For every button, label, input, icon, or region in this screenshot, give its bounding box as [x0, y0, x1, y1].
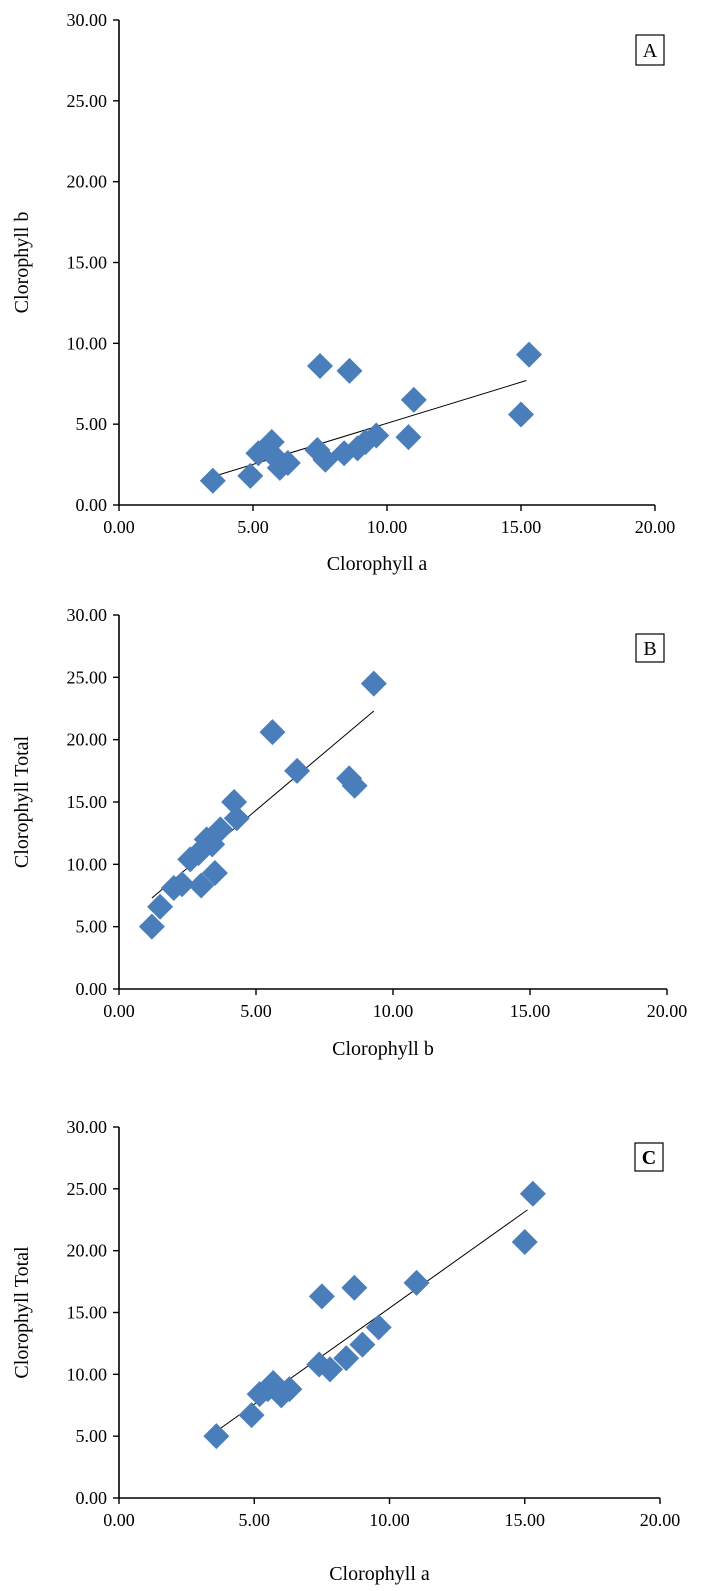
- chart-c-y-tick-label: 25.00: [67, 1179, 108, 1199]
- chart-a-data-point: [237, 462, 264, 489]
- chart-a-panel-label-box: [635, 34, 665, 66]
- chart-c-data-point: [203, 1423, 230, 1450]
- chart-a-x-tick-label: 15.00: [501, 517, 542, 537]
- chart-b-data-point: [341, 772, 368, 799]
- chart-a-y-tick-label: 25.00: [67, 91, 108, 111]
- chart-b-y-tick-label: 10.00: [67, 854, 108, 874]
- chart-b-data-point: [223, 805, 250, 832]
- chart-a-y-tick-label: 0.00: [76, 495, 108, 515]
- chart-b-y-axis-title: Clorophyll Total: [11, 736, 33, 869]
- chart-c-y-tick-label: 15.00: [67, 1303, 108, 1323]
- chart-b-data-point: [259, 719, 286, 746]
- chart-b-data-point: [284, 757, 311, 784]
- chart-a-data-point: [508, 401, 534, 428]
- chart-b-x-tick-label: 0.00: [103, 1001, 135, 1021]
- chart-a-data-point: [274, 449, 301, 476]
- chart-b-x-tick-label: 20.00: [647, 1001, 688, 1021]
- chart-c-data-point: [349, 1331, 376, 1358]
- chart-b-data-point: [147, 893, 174, 920]
- chart-b-x-tick-label: 5.00: [240, 1001, 272, 1021]
- chart-a-x-tick-label: 0.00: [103, 517, 135, 537]
- chart-a-data-point: [400, 386, 427, 413]
- chart-c-y-tick-label: 5.00: [76, 1426, 108, 1446]
- chart-b-y-tick-label: 0.00: [76, 979, 108, 999]
- chart-c-y-tick-label: 20.00: [67, 1241, 108, 1261]
- chart-b-data-point: [207, 816, 234, 843]
- chart-c-x-tick-label: 10.00: [369, 1510, 410, 1530]
- chart-a-y-tick-label: 20.00: [67, 172, 108, 192]
- chart-c-data-point: [316, 1356, 343, 1383]
- chart-c-panel-label: C: [642, 1147, 656, 1169]
- chart-c-y-tick-label: 10.00: [67, 1364, 108, 1384]
- chart-c-panel-label-box: [634, 1142, 664, 1172]
- chart-a-x-axis-title: Clorophyll a: [327, 553, 428, 575]
- chart-b-y-tick-label: 5.00: [76, 917, 108, 937]
- chart-panel-a: 0.00 5.00 10.00 15.00 20.00 25.00 30.00 0.00 5.0…: [11, 10, 676, 575]
- chart-a-y-axis-title: Clorophyll b: [11, 212, 33, 314]
- chart-a-data-point: [199, 467, 226, 494]
- chart-c-y-axis-title: Clorophyll Total: [11, 1246, 33, 1379]
- chart-b-data-point: [188, 872, 215, 899]
- chart-b-x-tick-label: 10.00: [373, 1001, 414, 1021]
- chart-c-data-point: [333, 1345, 360, 1372]
- chart-a-data-point: [307, 352, 333, 379]
- chart-a-x-tick-label: 5.00: [237, 517, 269, 537]
- chart-panel-c: 0.00 5.00 10.00 15.00 20.00 25.00 30.00 0.00 5.0…: [11, 1117, 681, 1585]
- chart-b-x-axis-title: Clorophyll b: [332, 1038, 434, 1060]
- chart-a-data-point: [336, 357, 363, 384]
- chart-b-data-point: [138, 913, 165, 940]
- chart-b-data-point: [201, 860, 228, 887]
- chart-b-panel-label: B: [643, 638, 656, 660]
- chart-a-panel-label: A: [643, 40, 658, 62]
- chart-c-y-tick-label: 30.00: [67, 1117, 108, 1137]
- chart-c-x-tick-label: 0.00: [103, 1510, 135, 1530]
- chart-b-data-point: [169, 871, 196, 898]
- chart-b-data-point: [221, 789, 248, 815]
- chart-b-y-tick-label: 30.00: [67, 605, 108, 625]
- chart-c-x-tick-label: 5.00: [239, 1510, 271, 1530]
- chart-a-y-tick-label: 30.00: [67, 10, 108, 30]
- chart-c-data-point: [341, 1274, 368, 1301]
- chart-a-data-point: [395, 424, 422, 451]
- chart-a-data-point: [363, 422, 390, 449]
- chart-b-panel-label-box: [635, 633, 665, 663]
- chart-c-x-tick-label: 20.00: [640, 1510, 681, 1530]
- chart-b-y-tick-label: 15.00: [67, 792, 108, 812]
- chart-b-data-point: [199, 831, 226, 858]
- chart-b-y-tick-label: 25.00: [67, 667, 108, 687]
- chart-panel-b: 0.00 5.00 10.00 15.00 20.00 25.00 30.00 0.00 5.0…: [11, 605, 688, 1060]
- chart-b-x-tick-label: 15.00: [510, 1001, 551, 1021]
- chart-b-data-point: [360, 670, 387, 697]
- chart-c-data-point: [511, 1229, 538, 1256]
- chart-a-data-point: [516, 341, 543, 368]
- chart-c-data-point: [519, 1180, 546, 1207]
- chart-a-y-tick-label: 15.00: [67, 253, 108, 273]
- chart-a-y-tick-label: 10.00: [67, 333, 108, 353]
- chart-c-data-point: [308, 1283, 335, 1310]
- chart-c-data-point: [276, 1376, 303, 1403]
- chart-b-trendline: [151, 710, 375, 899]
- chart-c-data-point: [365, 1314, 392, 1341]
- chart-b-y-tick-label: 20.00: [67, 730, 108, 750]
- chart-c-data-point: [403, 1269, 430, 1296]
- chart-a-x-tick-label: 20.00: [635, 517, 676, 537]
- chart-c-x-axis-title: Clorophyll a: [329, 1563, 430, 1585]
- chart-a-y-tick-label: 5.00: [76, 414, 108, 434]
- chart-a-x-tick-label: 10.00: [367, 517, 408, 537]
- chart-c-data-point: [238, 1402, 265, 1429]
- chart-c-y-tick-label: 0.00: [76, 1488, 108, 1508]
- chart-c-x-tick-label: 15.00: [505, 1510, 546, 1530]
